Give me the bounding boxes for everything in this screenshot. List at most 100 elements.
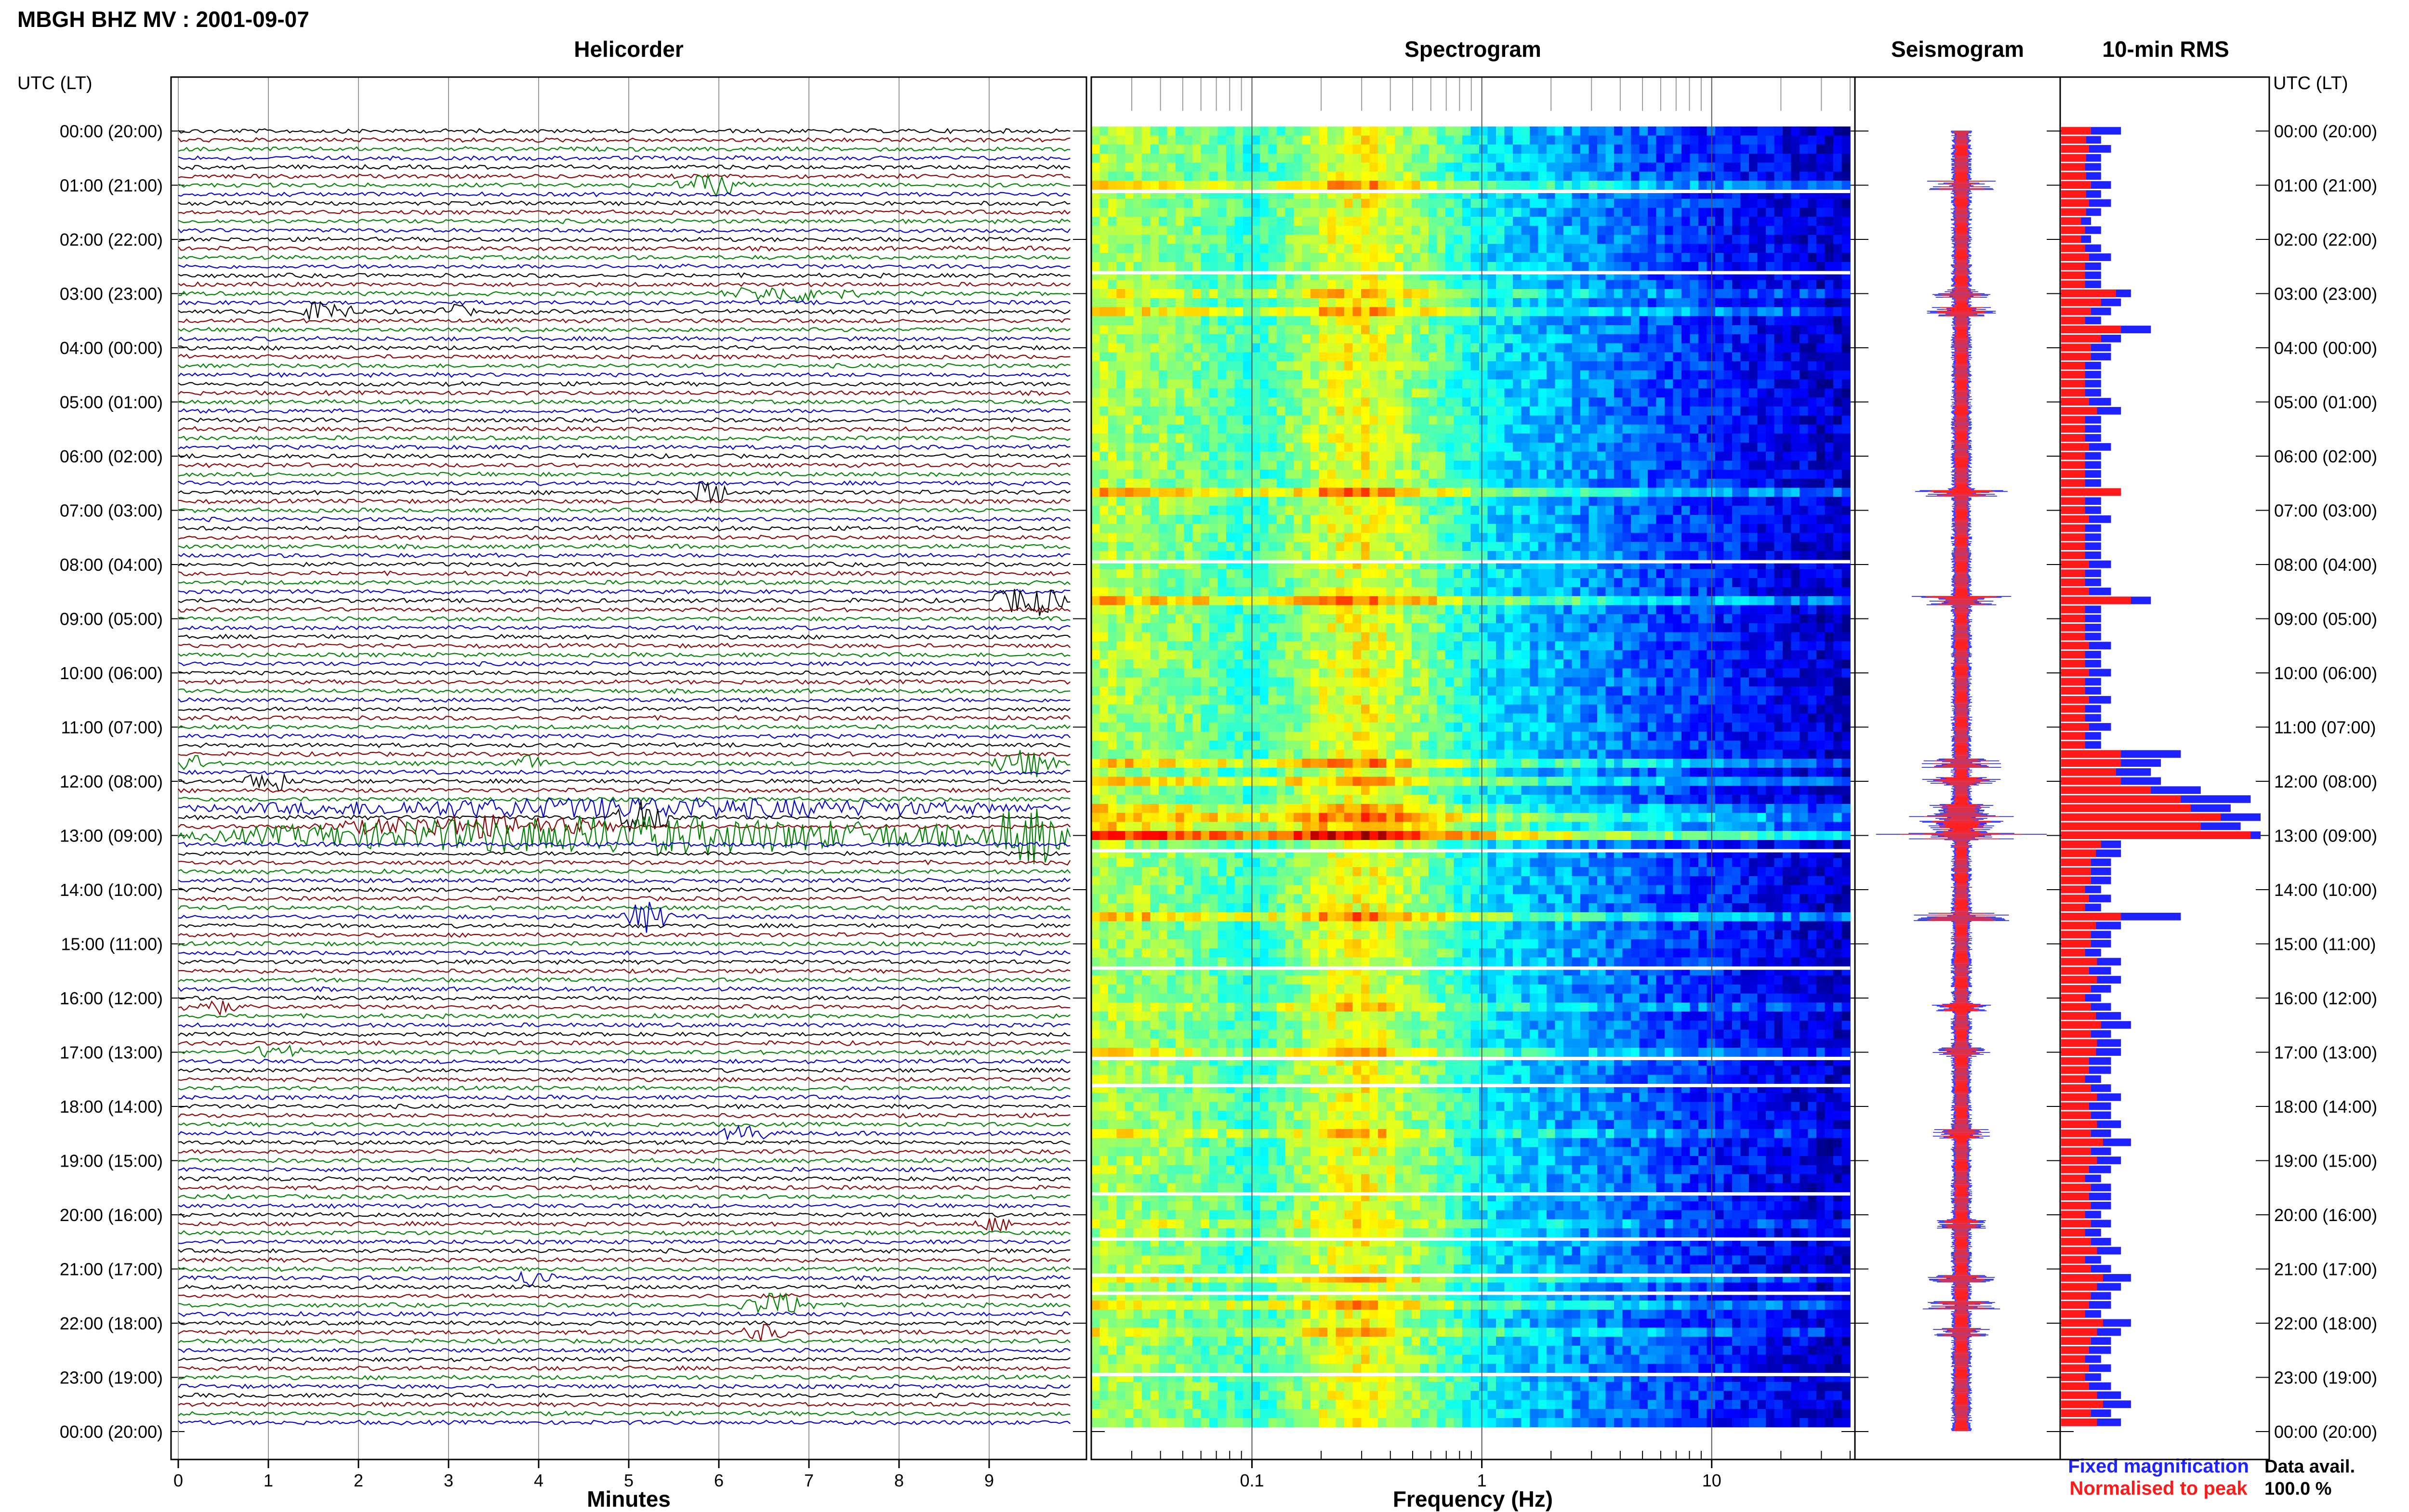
spectrogram-cell	[1732, 379, 1741, 389]
spectrogram-cell	[1327, 451, 1337, 461]
spectrogram-cell	[1555, 280, 1564, 289]
spectrogram-cell	[1361, 217, 1370, 226]
spectrogram-cell	[1310, 478, 1320, 488]
spectrogram-cell	[1209, 514, 1218, 525]
spectrogram-cell	[1639, 153, 1648, 163]
spectrogram-cell	[1125, 434, 1134, 443]
spectrogram-cell	[1538, 497, 1547, 506]
spectrogram-cell	[1555, 524, 1564, 533]
spectrogram-cell	[1285, 262, 1294, 272]
spectrogram-cell	[1487, 289, 1496, 299]
spectrogram-cell	[1816, 460, 1826, 470]
spectrogram-cell	[1774, 126, 1783, 136]
spectrogram-cell	[1538, 198, 1547, 208]
spectrogram-cell	[1091, 442, 1100, 452]
spectrogram-cell	[1176, 235, 1185, 244]
spectrogram-cell	[1715, 578, 1724, 588]
spectrogram-cell	[1665, 542, 1674, 552]
spectrogram-cell	[1462, 361, 1471, 371]
spectrogram-cell	[1740, 470, 1749, 479]
spectrogram-cell	[1841, 506, 1851, 515]
helicorder-trace	[178, 1022, 1071, 1028]
spectrogram-cell	[1369, 569, 1378, 579]
spectrogram-cell	[1800, 253, 1809, 263]
spectrogram-cell	[1192, 262, 1202, 272]
spectrogram-cell	[1159, 135, 1168, 145]
spectrogram-cell	[1538, 442, 1547, 452]
helicorder-trace	[178, 850, 1071, 856]
spectrogram-cell	[1588, 289, 1598, 299]
helicorder-panel	[178, 77, 1071, 1459]
spectrogram-cell	[1479, 171, 1488, 181]
spectrogram-cell	[1108, 316, 1117, 326]
spectrogram-cell	[1437, 135, 1446, 145]
spectrogram-cell	[1218, 361, 1227, 371]
spectrogram-cell	[1192, 533, 1202, 542]
spectrogram-cell	[1673, 244, 1682, 253]
spectrogram-cell	[1462, 316, 1471, 326]
spectrogram-cell	[1783, 135, 1792, 145]
spectrogram-cell	[1116, 533, 1125, 542]
spectrogram-cell	[1108, 388, 1117, 398]
spectrogram-cell	[1251, 470, 1260, 479]
spectrogram-cell	[1791, 262, 1800, 272]
spectrogram-cell	[1656, 434, 1665, 443]
spectrogram-cell	[1277, 217, 1286, 226]
spectrogram-cell	[1361, 162, 1370, 172]
spectrogram-cell	[1369, 307, 1378, 316]
spectrogram-cell	[1681, 181, 1691, 190]
spectrogram-cell	[1378, 307, 1387, 316]
spectrogram-cell	[1150, 497, 1159, 506]
spectrogram-cell	[1580, 551, 1589, 561]
spectrogram-cell	[1294, 533, 1303, 542]
spectrogram-cell	[1774, 334, 1783, 344]
spectrogram-cell	[1268, 542, 1277, 552]
spectrogram-cell	[1563, 470, 1573, 479]
helicorder-trace	[178, 1347, 1071, 1354]
spectrogram-cell	[1176, 487, 1185, 497]
spectrogram-cell	[1504, 542, 1513, 552]
spectrogram-cell	[1555, 289, 1564, 299]
spectrogram-cell	[1319, 298, 1328, 308]
spectrogram-cell	[1133, 280, 1142, 289]
spectrogram-cell	[1530, 487, 1539, 497]
spectrogram-cell	[1319, 244, 1328, 253]
spectrogram-cell	[1538, 316, 1547, 326]
spectrogram-cell	[1302, 262, 1311, 272]
spectrogram-cell	[1386, 406, 1395, 416]
spectrogram-cell	[1614, 198, 1623, 208]
spectrogram-cell	[1336, 208, 1345, 217]
spectrogram-cell	[1386, 280, 1395, 289]
spectrogram-cell	[1530, 379, 1539, 389]
spectrogram-cell	[1429, 415, 1438, 425]
spectrogram-cell	[1319, 497, 1328, 506]
spectrogram-cell	[1420, 497, 1429, 506]
spectrogram-cell	[1260, 478, 1269, 488]
spectrogram-cell	[1226, 289, 1235, 299]
spectrogram-cell	[1740, 397, 1749, 407]
spectrogram-cell	[1749, 208, 1758, 217]
spectrogram-cell	[1108, 145, 1117, 154]
spectrogram-cell	[1808, 551, 1817, 561]
spectrogram-cell	[1125, 388, 1134, 398]
spectrogram-cell	[1808, 415, 1817, 425]
spectrogram-cell	[1800, 298, 1809, 308]
spectrogram-cell	[1605, 280, 1615, 289]
spectrogram-cell	[1302, 551, 1311, 561]
spectrogram-cell	[1487, 506, 1496, 515]
spectrogram-cell	[1192, 153, 1202, 163]
spectrogram-cell	[1277, 406, 1286, 416]
spectrogram-cell	[1783, 316, 1792, 326]
spectrogram-cell	[1833, 533, 1842, 542]
spectrogram-cell	[1487, 551, 1496, 561]
spectrogram-cell	[1209, 352, 1218, 362]
spectrogram-cell	[1159, 569, 1168, 579]
spectrogram-cell	[1774, 370, 1783, 380]
spectrogram-cell	[1108, 397, 1117, 407]
spectrogram-cell	[1116, 352, 1125, 362]
helicorder-trace	[178, 1211, 1071, 1218]
spectrogram-cell	[1622, 235, 1631, 244]
spectrogram-cell	[1707, 551, 1716, 561]
spectrogram-cell	[1184, 379, 1193, 389]
spectrogram-cell	[1218, 524, 1227, 533]
